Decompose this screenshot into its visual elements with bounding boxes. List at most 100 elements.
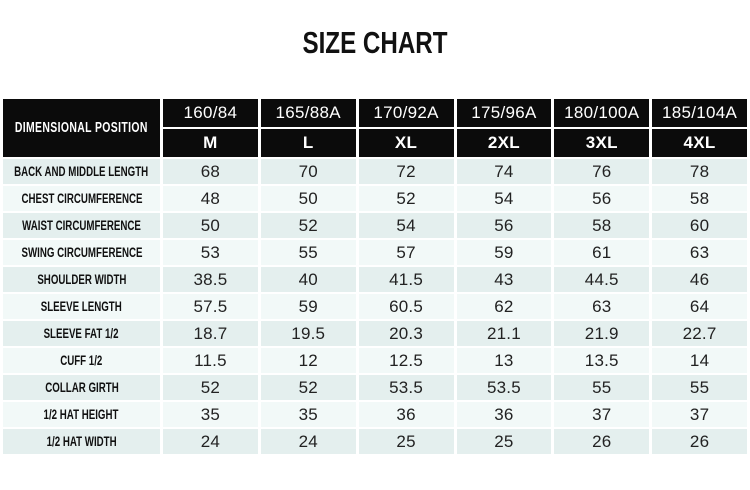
table-cell: 58 (652, 186, 747, 211)
row-label-text: BACK AND MIDDLE LENGTH (14, 164, 149, 179)
size-letter-header: L (260, 129, 356, 157)
row-label-text: SHOULDER WIDTH (36, 272, 127, 287)
row-label: SLEEVE LENGTH (3, 294, 160, 319)
table-cell: 13.5 (554, 348, 650, 373)
row-label-text: SWING CIRCUMFERENCE (21, 245, 142, 260)
table-cell: 54 (456, 186, 552, 211)
table-cell: 35 (260, 402, 356, 427)
size-letter-header: 4XL (652, 129, 747, 157)
table-cell: 18.7 (163, 321, 258, 346)
table-cell: 25 (456, 429, 552, 454)
table-cell: 55 (260, 240, 356, 265)
table-cell: 61 (554, 240, 650, 265)
table-cell: 11.5 (163, 348, 258, 373)
table-cell: 40 (260, 267, 356, 292)
table-cell: 35 (163, 402, 258, 427)
table-cell: 57.5 (163, 294, 258, 319)
table-cell: 59 (456, 240, 552, 265)
table-cell: 62 (456, 294, 552, 319)
table-cell: 55 (652, 375, 747, 400)
size-code-header: 185/104A (652, 99, 747, 127)
table-cell: 50 (163, 213, 258, 238)
row-label: SLEEVE FAT 1/2 (3, 321, 160, 346)
table-cell: 60 (652, 213, 747, 238)
table-cell: 54 (358, 213, 454, 238)
table-cell: 21.9 (554, 321, 650, 346)
table-cell: 37 (652, 402, 747, 427)
table-cell: 19.5 (260, 321, 356, 346)
table-cell: 76 (554, 159, 650, 184)
table-cell: 52 (260, 213, 356, 238)
table-cell: 20.3 (358, 321, 454, 346)
row-label: CHEST CIRCUMFERENCE (3, 186, 160, 211)
table-cell: 24 (260, 429, 356, 454)
table-cell: 52 (260, 375, 356, 400)
table-cell: 36 (358, 402, 454, 427)
table-cell: 41.5 (358, 267, 454, 292)
table-cell: 37 (554, 402, 650, 427)
row-label: BACK AND MIDDLE LENGTH (3, 159, 160, 184)
table-cell: 50 (260, 186, 356, 211)
corner-header-cell: DIMENSIONAL POSITION (3, 99, 160, 157)
table-cell: 68 (163, 159, 258, 184)
table-cell: 44.5 (554, 267, 650, 292)
table-cell: 24 (163, 429, 258, 454)
table-cell: 46 (652, 267, 747, 292)
row-label-text: SLEEVE FAT 1/2 (44, 326, 119, 341)
size-code-header: 170/92A (358, 99, 454, 127)
table-cell: 55 (554, 375, 650, 400)
row-label-text: WAIST CIRCUMFERENCE (22, 218, 141, 233)
size-letter-header: XL (358, 129, 454, 157)
table-cell: 25 (358, 429, 454, 454)
table-cell: 43 (456, 267, 552, 292)
row-label-text: COLLAR GIRTH (44, 380, 119, 395)
size-letter-header: 3XL (554, 129, 650, 157)
table-cell: 12 (260, 348, 356, 373)
row-label: 1/2 HAT HEIGHT (3, 402, 160, 427)
size-letter-header: 2XL (456, 129, 552, 157)
table-cell: 74 (456, 159, 552, 184)
table-cell: 63 (554, 294, 650, 319)
table-cell: 57 (358, 240, 454, 265)
table-cell: 53 (163, 240, 258, 265)
table-cell: 59 (260, 294, 356, 319)
table-cell: 56 (456, 213, 552, 238)
table-cell: 78 (652, 159, 747, 184)
table-cell: 53.5 (358, 375, 454, 400)
table-cell: 52 (163, 375, 258, 400)
row-label: COLLAR GIRTH (3, 375, 160, 400)
table-cell: 56 (554, 186, 650, 211)
table-cell: 14 (652, 348, 747, 373)
table-cell: 26 (554, 429, 650, 454)
row-label: SHOULDER WIDTH (3, 267, 160, 292)
size-chart-table: DIMENSIONAL POSITION 160/84 165/88A 170/… (3, 99, 747, 454)
row-label: CUFF 1/2 (3, 348, 160, 373)
table-cell: 52 (358, 186, 454, 211)
row-label: 1/2 HAT WIDTH (3, 429, 160, 454)
size-code-header: 160/84 (163, 99, 258, 127)
row-label: WAIST CIRCUMFERENCE (3, 213, 160, 238)
row-label: SWING CIRCUMFERENCE (3, 240, 160, 265)
page-title: SIZE CHART (0, 27, 750, 59)
size-letter-header: M (163, 129, 258, 157)
table-cell: 22.7 (652, 321, 747, 346)
table-cell: 13 (456, 348, 552, 373)
row-label-text: SLEEVE LENGTH (40, 299, 122, 314)
table-cell: 63 (652, 240, 747, 265)
table-cell: 64 (652, 294, 747, 319)
corner-header-label: DIMENSIONAL POSITION (15, 120, 148, 136)
table-cell: 36 (456, 402, 552, 427)
table-cell: 72 (358, 159, 454, 184)
page-title-text: SIZE CHART (302, 25, 448, 60)
size-code-header: 175/96A (456, 99, 552, 127)
table-cell: 26 (652, 429, 747, 454)
table-cell: 38.5 (163, 267, 258, 292)
table-cell: 21.1 (456, 321, 552, 346)
table-cell: 48 (163, 186, 258, 211)
table-cell: 70 (260, 159, 356, 184)
table-cell: 58 (554, 213, 650, 238)
row-label-text: CUFF 1/2 (60, 353, 103, 368)
size-code-header: 165/88A (260, 99, 356, 127)
table-cell: 12.5 (358, 348, 454, 373)
row-label-text: 1/2 HAT HEIGHT (44, 407, 119, 422)
